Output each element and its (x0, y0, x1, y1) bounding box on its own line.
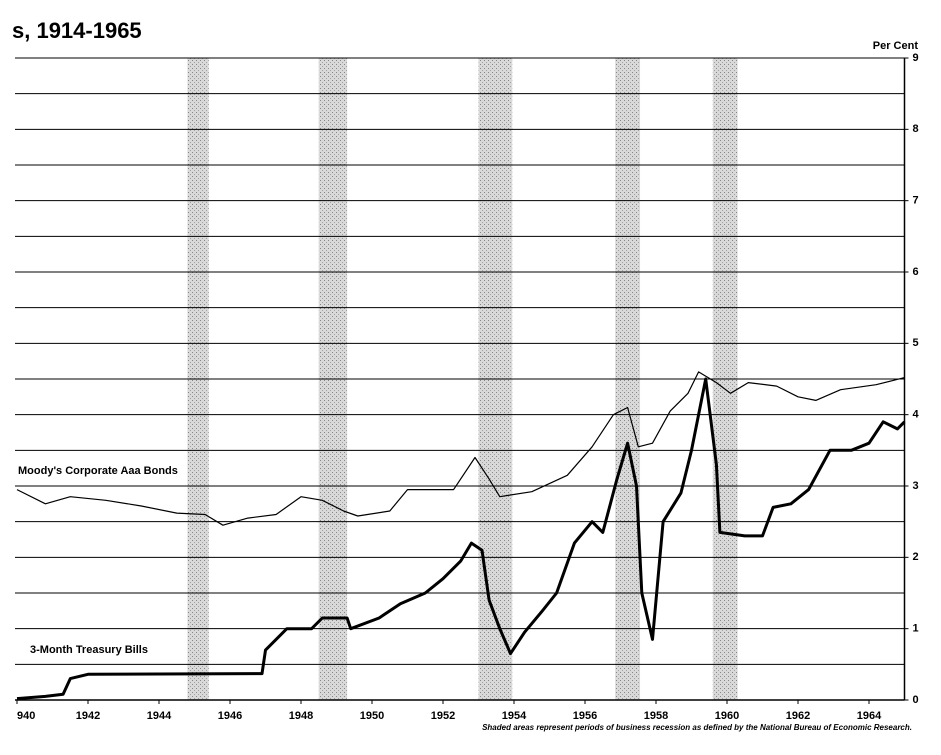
series-label: 3-Month Treasury Bills (30, 644, 148, 656)
x-tick-label: 1958 (644, 710, 668, 722)
x-tick-label: 1954 (502, 710, 527, 722)
y-tick-label: 6 (913, 266, 919, 278)
x-tick-label: 1952 (431, 710, 455, 722)
y-axis-label: Per Cent (873, 40, 919, 52)
x-tick-label: 1950 (360, 710, 384, 722)
y-tick-label: 8 (913, 123, 919, 135)
x-tick-label: 1964 (857, 710, 882, 722)
x-tick-label: 1948 (289, 710, 313, 722)
series-label: Moody's Corporate Aaa Bonds (18, 465, 178, 477)
y-tick-label: 9 (913, 52, 919, 64)
y-tick-label: 0 (913, 694, 919, 706)
y-tick-label: 3 (913, 480, 919, 492)
x-tick-label: 1962 (786, 710, 810, 722)
x-tick-label: 1960 (715, 710, 739, 722)
x-tick-label: 1944 (147, 710, 172, 722)
series-line (16, 377, 906, 701)
x-tick-label: 940 (17, 710, 35, 722)
y-tick-label: 7 (913, 195, 919, 207)
x-tick-label: 1942 (76, 710, 100, 722)
series-line (16, 371, 905, 526)
x-tick-label: 1956 (573, 710, 597, 722)
y-tick-label: 1 (913, 623, 919, 635)
chart-title: s, 1914-1965 (12, 18, 142, 43)
y-tick-label: 5 (913, 337, 919, 349)
y-tick-label: 4 (913, 409, 920, 421)
x-tick-label: 1946 (218, 710, 242, 722)
footnote: Shaded areas represent periods of busine… (482, 723, 912, 732)
y-tick-label: 2 (913, 551, 919, 563)
